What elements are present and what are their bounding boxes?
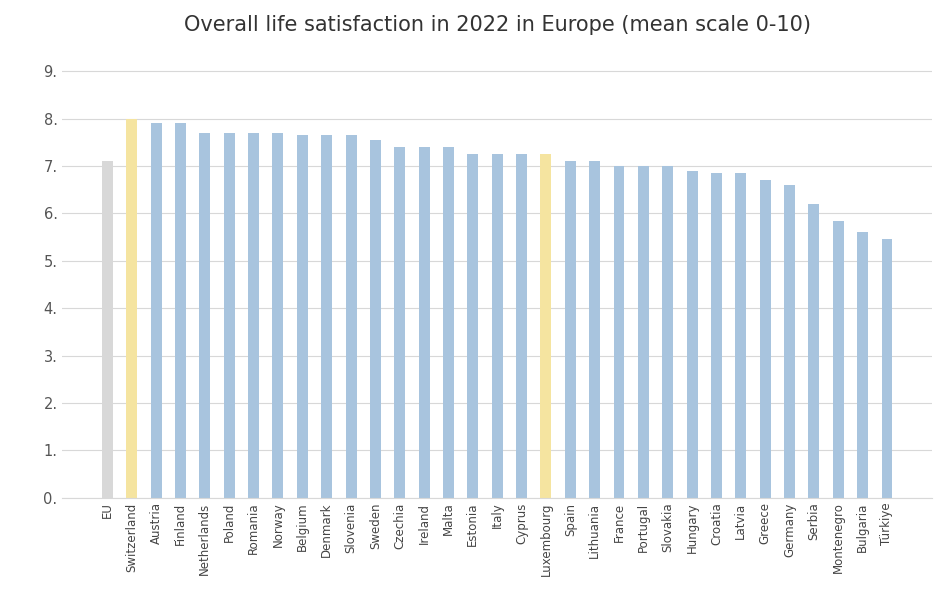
Bar [759,180,771,498]
Bar [516,154,527,498]
Bar [735,173,746,498]
Bar [491,154,503,498]
Bar [857,232,868,498]
Title: Overall life satisfaction in 2022 in Europe (mean scale 0-10): Overall life satisfaction in 2022 in Eur… [184,15,811,35]
Bar [564,161,576,498]
Bar [711,173,722,498]
Bar [638,166,649,498]
Bar [419,147,430,498]
Bar [394,147,405,498]
Bar [809,204,819,498]
Bar [248,133,259,498]
Bar [614,166,624,498]
Bar [273,133,283,498]
Bar [832,220,844,498]
Bar [443,147,454,498]
Bar [687,171,698,498]
Bar [882,239,892,498]
Bar [321,135,332,498]
Bar [662,166,673,498]
Bar [102,161,113,498]
Bar [296,135,308,498]
Bar [468,154,478,498]
Bar [151,124,162,498]
Bar [589,161,600,498]
Bar [175,124,186,498]
Bar [784,185,795,498]
Bar [346,135,356,498]
Bar [541,154,551,498]
Bar [126,119,137,498]
Bar [370,140,381,498]
Bar [223,133,235,498]
Bar [200,133,210,498]
